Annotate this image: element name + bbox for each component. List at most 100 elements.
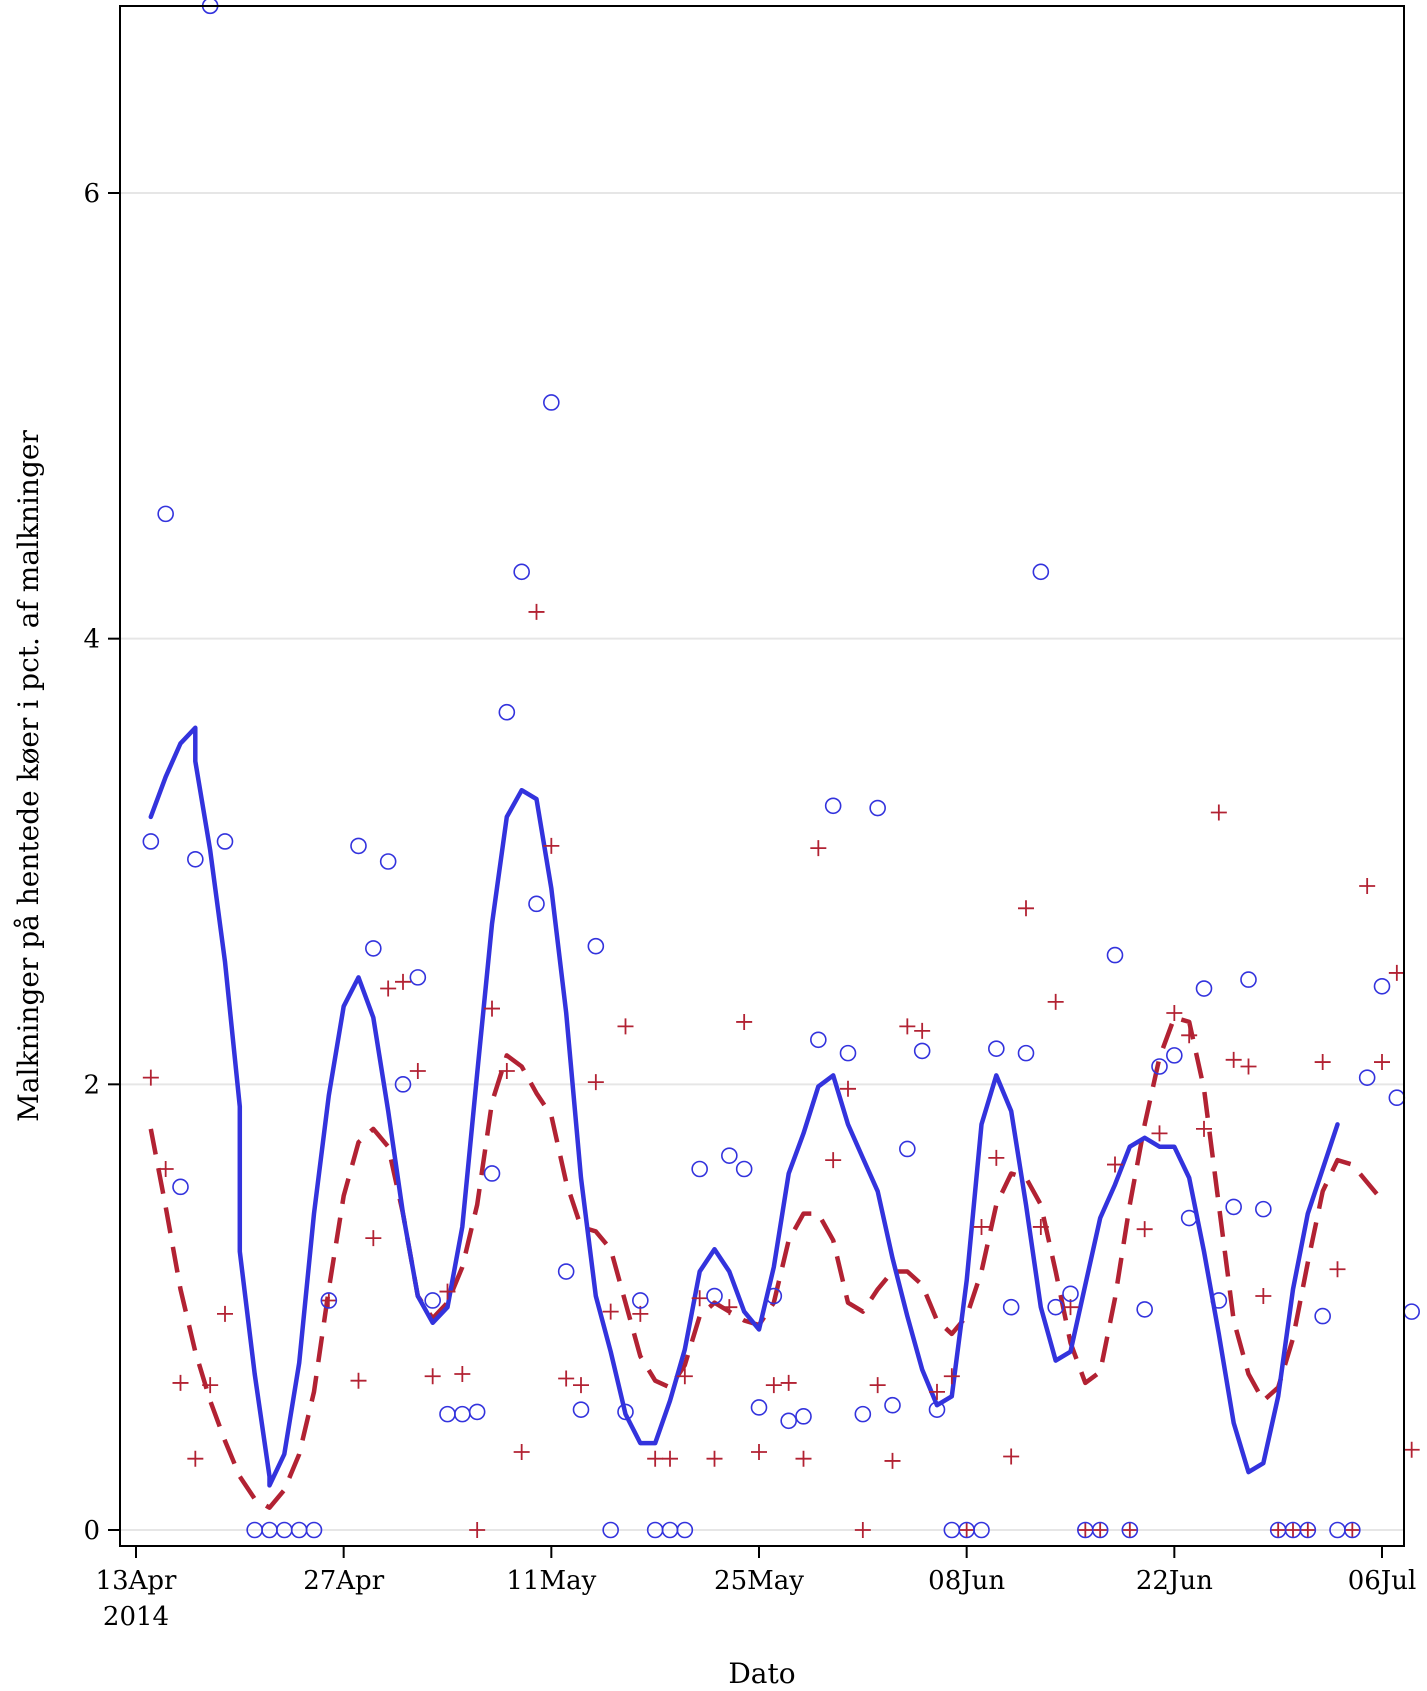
circle-marker [543,394,560,411]
plus-marker [1181,1027,1198,1044]
plus-marker [1003,1448,1020,1465]
circle-marker [424,1292,441,1309]
circle-marker [365,940,382,957]
plus-marker [973,1218,990,1235]
y-axis-title: Malkninger på hentede køer i pct. af mal… [12,430,45,1122]
circle-marker [1195,980,1213,997]
plus-marker [988,1149,1005,1166]
plus-marker [1388,964,1405,981]
plus-marker [1329,1261,1346,1278]
circle-marker [735,1160,753,1178]
circle-marker [187,850,204,868]
circle-marker [824,797,842,815]
circle-marker [1017,1044,1035,1062]
plus-marker [350,1372,367,1389]
circle-marker [839,1044,857,1062]
plus-marker [691,1290,708,1307]
plus-marker [1107,1156,1123,1173]
circle-marker [810,1031,827,1049]
circle-marker [587,937,605,955]
circle-marker [1136,1301,1153,1318]
plus-marker [780,1374,797,1391]
circle-marker [676,1521,694,1539]
circle-marker [468,1403,486,1421]
plus-marker [1255,1288,1272,1305]
plus-marker [1136,1221,1153,1238]
y-tick-label: 6 [83,179,100,209]
circle-marker [1091,1521,1109,1539]
plus-marker [1121,1522,1138,1538]
plus-marker [172,1374,189,1391]
plus-marker [884,1452,901,1469]
circle-marker [1314,1307,1331,1325]
plus-marker [736,1013,753,1030]
plus-marker [380,980,397,997]
plus-marker [602,1303,619,1320]
circle-marker [1358,1069,1376,1086]
plus-marker [498,1062,515,1079]
circle-marker-series [142,0,1420,1539]
plus-marker [320,1292,337,1309]
circle-marker [1344,1521,1361,1539]
plus-marker [587,1074,604,1091]
circle-marker [394,1076,412,1093]
circle-marker [409,969,427,986]
x-tick-label: 27Apr [303,1566,385,1596]
plus-marker [1032,1218,1049,1235]
circle-marker [1166,1047,1183,1064]
plus-marker [1270,1522,1287,1538]
plus-marker [825,1152,842,1169]
solid-trend-line [148,725,1340,1488]
circle-marker [869,799,886,817]
plus-marker [1166,1005,1183,1022]
plus-marker [958,1522,975,1538]
circle-marker [1106,946,1124,964]
circle-marker [750,1399,768,1416]
circle-marker [305,1521,323,1539]
plus-marker [395,973,411,990]
circle-marker [557,1263,575,1280]
circle-marker [379,853,397,870]
plus-marker [914,1022,931,1039]
circle-marker [498,703,516,721]
plus-marker [543,837,560,854]
circle-marker [854,1405,872,1423]
axes: 0 2 4 6 13Apr 2014 27Apr 11May 25May 08Jun 22Jun 06… [83,179,1416,1632]
circle-marker [1062,1285,1079,1303]
circle-marker [142,833,160,850]
dashed-line-path [148,1015,1384,1510]
plus-marker [187,1450,204,1467]
circle-marker [632,1292,649,1309]
y-tick-label: 2 [83,1070,100,1100]
circle-marker [1299,1521,1317,1539]
x-tick-label: 22Jun [1136,1566,1213,1596]
plus-marker [647,1450,664,1467]
x-tick-label: 11May [506,1566,596,1596]
plus-marker-series [142,603,1420,1538]
plus-marker [1314,1054,1331,1071]
circle-marker [1225,1198,1242,1216]
circle-marker [780,1412,797,1430]
plus-marker [484,1000,500,1017]
gridlines [120,192,1404,1531]
plus-marker [869,1377,886,1394]
plus-marker [1285,1522,1301,1538]
x-tick-label: 25May [714,1566,804,1596]
circle-marker [216,833,234,850]
plus-marker [528,603,545,620]
y-tick-label: 0 [83,1516,100,1546]
plus-marker [810,840,827,857]
circle-marker [765,1287,783,1305]
circle-marker [1002,1298,1020,1316]
circle-marker [439,1405,456,1423]
plus-marker [751,1444,767,1461]
plus-marker [1077,1522,1094,1538]
plus-marker [765,1377,782,1394]
x-tick-sublabel: 2014 [103,1602,169,1632]
circle-marker [988,1040,1005,1057]
plus-marker [929,1383,945,1400]
plus-marker [202,1377,219,1394]
plus-marker [142,1069,159,1086]
plus-marker [795,1450,812,1467]
